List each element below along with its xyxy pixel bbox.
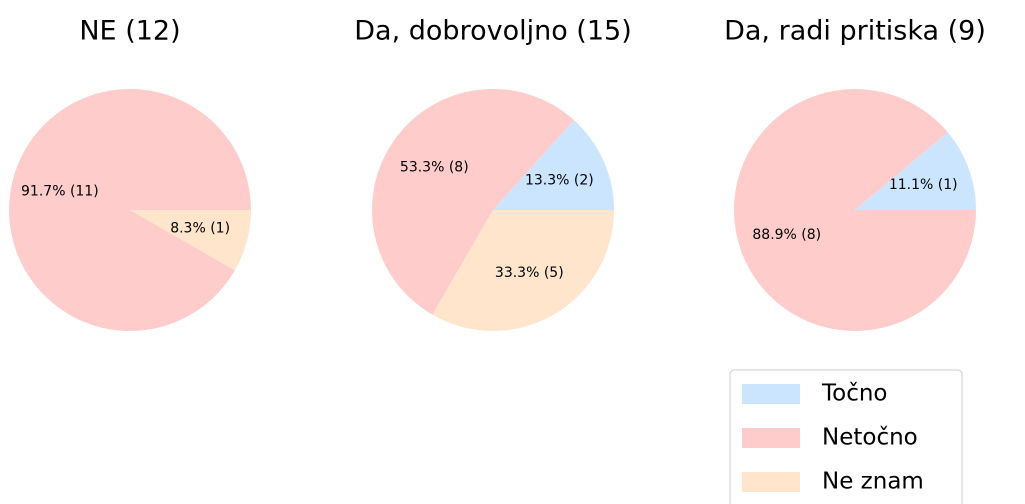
value-label: 88.9% (8) (752, 227, 821, 243)
chart-title: Da, dobrovoljno (15) (354, 16, 631, 47)
value-label: 53.3% (8) (400, 159, 469, 175)
pie-slice (493, 120, 614, 210)
legend-swatch (742, 472, 800, 492)
value-label: 11.1% (1) (889, 177, 958, 193)
pie-slice (734, 88, 976, 331)
pie-slice (8, 88, 251, 331)
legend-swatch (742, 384, 800, 404)
value-label: 8.3% (1) (170, 221, 230, 237)
chart-title: Da, radi pritiska (9) (724, 16, 986, 47)
legend-label: Točno (821, 381, 888, 407)
value-label: 13.3% (2) (525, 173, 594, 189)
pie-slice (371, 88, 575, 315)
chart-title: NE (12) (79, 16, 180, 47)
value-label: 91.7% (11) (21, 183, 99, 199)
legend-label: Ne znam (822, 469, 924, 495)
pie-slice (432, 210, 614, 331)
pie-slice (855, 132, 976, 210)
value-label: 33.3% (5) (495, 265, 564, 281)
legend-label: Netočno (822, 425, 918, 451)
pie-slice (130, 210, 251, 271)
legend-swatch (742, 428, 800, 448)
